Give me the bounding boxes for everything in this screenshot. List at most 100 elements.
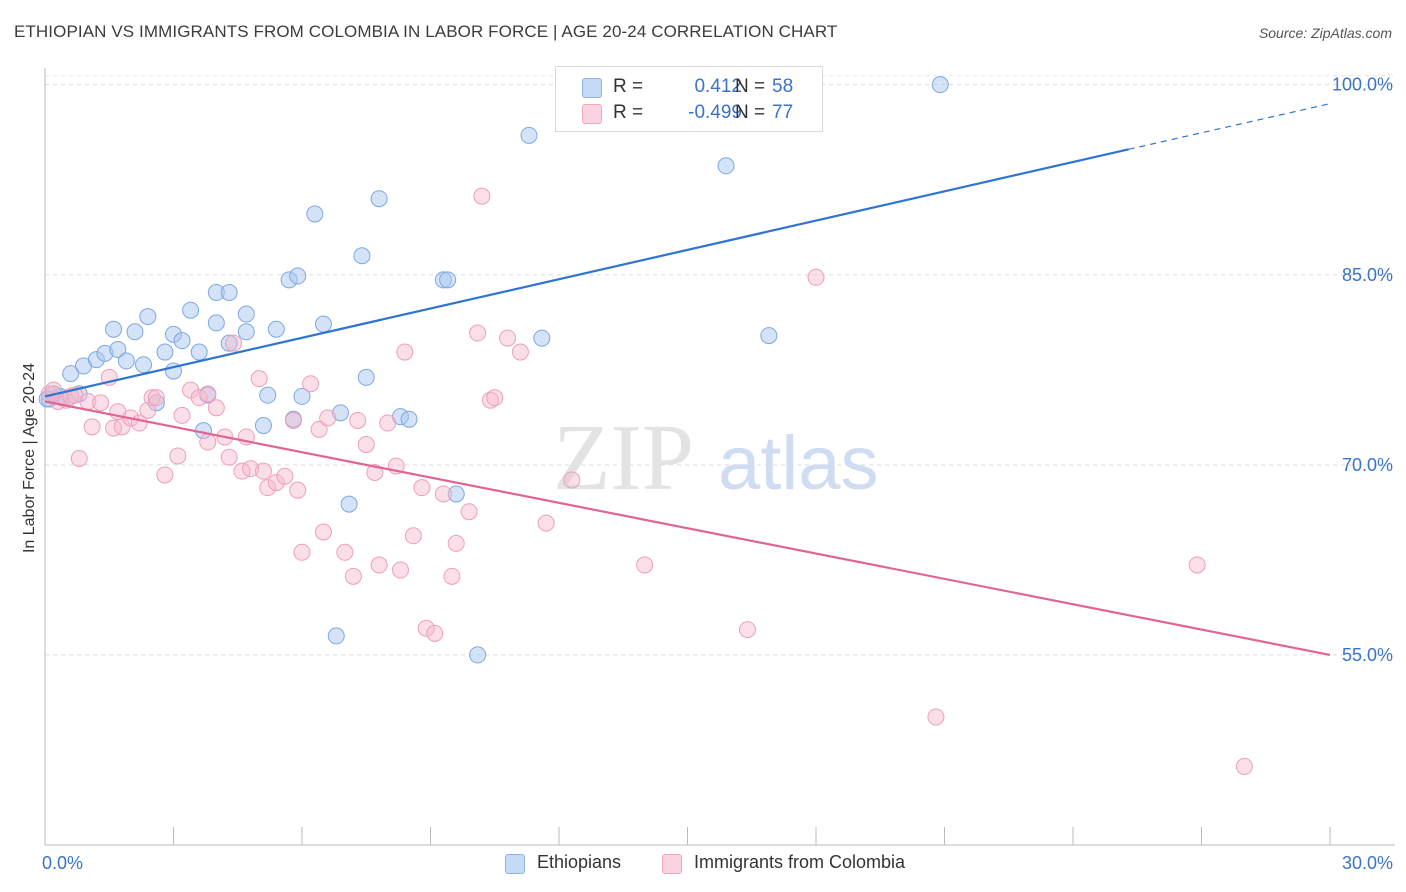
legend-n-value: 58 [772, 76, 794, 97]
data-point-ethiopians [220, 334, 238, 352]
data-point-colombia [499, 329, 517, 347]
legend-swatch-ethiopians [582, 78, 602, 98]
data-point-colombia [139, 401, 157, 419]
data-point-colombia [370, 556, 388, 574]
data-point-ethiopians [353, 247, 371, 265]
data-point-colombia [289, 481, 307, 499]
data-point-ethiopians [447, 485, 465, 503]
series-points-ethiopians [38, 72, 949, 664]
trend-lines [44, 103, 1331, 656]
data-point-colombia [396, 343, 414, 361]
data-point-colombia [156, 466, 174, 484]
data-point-colombia [404, 527, 422, 545]
data-point-colombia [190, 389, 208, 407]
legend-r-value: -0.499 [688, 102, 742, 123]
x-tick-label: 0.0% [42, 853, 83, 873]
data-point-ethiopians [117, 352, 135, 370]
data-point-ethiopians [254, 417, 272, 435]
data-point-ethiopians [190, 343, 208, 361]
data-point-ethiopians [357, 368, 375, 386]
data-point-ethiopians [931, 76, 949, 94]
x-tick-labels: 0.0% 30.0% [42, 853, 1393, 873]
data-point-colombia [392, 561, 410, 579]
data-point-colombia [267, 474, 285, 492]
data-point-ethiopians [520, 126, 538, 144]
data-point-ethiopians [259, 386, 277, 404]
data-point-colombia [173, 406, 191, 424]
y-tick-label: 70.0% [1342, 455, 1393, 475]
data-point-colombia [349, 411, 367, 429]
data-point-colombia [207, 399, 225, 417]
bottom-legend-label: Ethiopians [537, 852, 622, 872]
trend-line-colombia [44, 400, 1331, 656]
data-point-colombia [284, 411, 302, 429]
data-point-colombia [927, 708, 945, 726]
data-point-colombia [426, 624, 444, 642]
chart-title: ETHIOPIAN VS IMMIGRANTS FROM COLOMBIA IN… [14, 22, 838, 41]
legend-r-label: R = [613, 76, 644, 97]
data-point-ethiopians [327, 627, 345, 645]
data-point-ethiopians [760, 327, 778, 345]
y-axis-title: In Labor Force | Age 20-24 [21, 362, 38, 554]
data-point-ethiopians [306, 205, 324, 223]
data-point-colombia [310, 420, 328, 438]
legend-box: R = 0.412 N = 58 R = -0.499 N = 77 [555, 66, 823, 132]
data-point-colombia [434, 485, 452, 503]
data-point-ethiopians [109, 341, 127, 359]
data-point-colombia [460, 503, 478, 521]
data-point-colombia [92, 394, 110, 412]
data-point-ethiopians [314, 315, 332, 333]
data-point-ethiopians [717, 157, 735, 175]
data-point-colombia [319, 409, 337, 427]
y-tick-labels: 55.0% 70.0% 85.0% 100.0% [1332, 75, 1393, 665]
data-point-colombia [314, 523, 332, 541]
legend-r-value: 0.412 [694, 76, 742, 97]
data-point-colombia [357, 436, 375, 454]
data-point-colombia [807, 268, 825, 286]
data-point-colombia [220, 448, 238, 466]
data-point-colombia [537, 514, 555, 532]
axes [44, 68, 1395, 846]
data-point-colombia [1235, 757, 1253, 775]
data-point-colombia [417, 619, 435, 637]
data-point-colombia [366, 463, 384, 481]
data-point-ethiopians [237, 323, 255, 341]
data-point-colombia [199, 433, 217, 451]
data-point-ethiopians [126, 323, 144, 341]
bottom-legend-swatch-colombia [662, 854, 682, 874]
data-point-ethiopians [469, 646, 487, 664]
data-point-ethiopians [332, 404, 350, 422]
data-point-colombia [276, 467, 294, 485]
data-point-ethiopians [533, 329, 551, 347]
data-point-colombia [379, 414, 397, 432]
data-point-ethiopians [439, 271, 457, 289]
data-point-colombia [113, 418, 131, 436]
data-point-ethiopians [135, 356, 153, 374]
watermark-atlas: atlas [718, 421, 879, 506]
data-point-colombia [254, 462, 272, 480]
x-tick-label: 30.0% [1342, 853, 1393, 873]
data-point-ethiopians [267, 320, 285, 338]
data-point-colombia [169, 447, 187, 465]
data-point-colombia [70, 450, 88, 467]
bottom-legend-swatch-ethiopians [505, 854, 525, 874]
data-point-colombia [147, 389, 165, 407]
data-point-ethiopians [370, 190, 388, 208]
data-point-colombia [302, 375, 320, 393]
data-point-colombia [224, 334, 242, 352]
data-point-colombia [344, 567, 362, 585]
data-point-colombia [293, 543, 311, 561]
data-point-colombia [199, 385, 217, 403]
legend-n-value: 77 [772, 102, 794, 123]
data-point-colombia [336, 543, 354, 561]
data-point-ethiopians [340, 495, 358, 513]
data-point-ethiopians [220, 283, 238, 301]
data-point-colombia [443, 567, 461, 585]
data-point-colombia [469, 324, 487, 342]
data-point-colombia [83, 418, 101, 436]
data-point-ethiopians [207, 314, 225, 332]
series-points-colombia [40, 187, 1253, 775]
legend-r-label: R = [613, 102, 644, 123]
data-point-ethiopians [289, 267, 307, 285]
